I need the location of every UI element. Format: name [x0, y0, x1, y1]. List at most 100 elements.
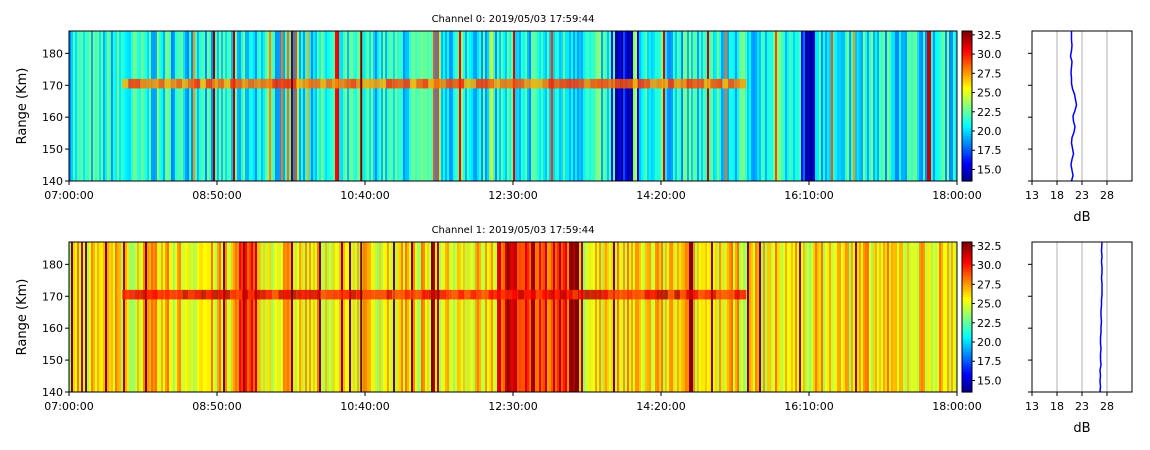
colorbar-frame — [961, 241, 973, 393]
echo-layer-segment — [530, 289, 537, 300]
echo-layer-segment — [620, 289, 627, 300]
colorbar-segment — [962, 319, 972, 323]
echo-layer-segment — [302, 289, 309, 300]
heatmap-column — [303, 31, 305, 181]
echo-layer-segment — [362, 78, 369, 89]
heatmap-column — [321, 31, 323, 181]
echo-layer-segment — [152, 78, 159, 89]
heatmap-column — [223, 31, 225, 181]
heatmap-column — [823, 31, 825, 181]
heatmap-column — [737, 31, 739, 181]
echo-layer-segment — [416, 78, 423, 89]
heatmap-column — [339, 31, 341, 181]
heatmap-column — [725, 242, 727, 392]
heatmap-column — [447, 242, 449, 392]
heatmap-column — [871, 242, 873, 392]
heatmap-column — [869, 242, 871, 392]
echo-layer-segment — [446, 289, 453, 300]
heatmap-column — [721, 242, 723, 392]
heatmap-column — [841, 242, 843, 392]
echo-layer-segment — [704, 289, 711, 300]
y-tick-label: 160 — [42, 111, 63, 124]
heatmap-column — [699, 31, 701, 181]
heatmap-column — [109, 242, 111, 392]
heatmap-column — [595, 242, 597, 392]
heatmap-column — [399, 242, 401, 392]
echo-layer-segment — [506, 289, 513, 300]
heatmap-column — [241, 31, 243, 181]
heatmap-column — [503, 31, 505, 181]
colorbar-segment — [962, 101, 972, 105]
heatmap-column — [565, 242, 567, 392]
heatmap-column — [509, 242, 511, 392]
heatmap-column — [595, 31, 597, 181]
heatmap-column — [551, 31, 553, 181]
colorbar-segment — [962, 269, 972, 273]
heatmap-column — [327, 31, 329, 181]
colorbar-segment — [962, 58, 972, 62]
heatmap-column — [759, 242, 761, 392]
heatmap-column — [955, 242, 957, 392]
echo-layer-segment — [380, 78, 387, 89]
heatmap-column — [145, 242, 147, 392]
heatmap-column — [587, 242, 589, 392]
colorbar-segment — [962, 277, 972, 281]
heatmap-column — [907, 31, 909, 181]
echo-layer-segment — [470, 78, 477, 89]
heatmap-column — [511, 242, 513, 392]
heatmap-column — [713, 242, 715, 392]
heatmap-column — [755, 242, 757, 392]
heatmap-column — [337, 242, 339, 392]
heatmap-column — [433, 242, 435, 392]
heatmap-column — [765, 242, 767, 392]
heatmap-column — [887, 242, 889, 392]
heatmap-column — [953, 242, 955, 392]
heatmap-column — [739, 242, 741, 392]
echo-layer-segment — [554, 78, 561, 89]
heatmap-column — [687, 242, 689, 392]
heatmap-column — [599, 31, 601, 181]
heatmap-column — [813, 242, 815, 392]
heatmap-column — [231, 31, 233, 181]
colorbar-segment — [962, 168, 972, 172]
heatmap-column — [751, 31, 753, 181]
echo-layer-segment — [464, 78, 471, 89]
colorbar-segment — [962, 176, 972, 180]
heatmap-column — [877, 31, 879, 181]
profile-line — [1069, 31, 1078, 182]
heatmap-column — [923, 31, 925, 181]
heatmap-column — [603, 31, 605, 181]
heatmap-column — [341, 31, 343, 181]
heatmap-column — [919, 31, 921, 181]
heatmap-column — [569, 31, 571, 181]
heatmap-column — [417, 31, 419, 181]
heatmap-column — [457, 31, 459, 181]
heatmap-column — [773, 242, 775, 392]
heatmap-column — [827, 242, 829, 392]
heatmap-column — [919, 242, 921, 392]
heatmap-column — [245, 242, 247, 392]
heatmap-column — [95, 31, 97, 181]
heatmap-column — [909, 242, 911, 392]
heatmap-column — [479, 31, 481, 181]
heatmap-column — [753, 242, 755, 392]
heatmap-column — [531, 242, 533, 392]
echo-layer-segment — [518, 78, 525, 89]
heatmap-column — [863, 242, 865, 392]
y-tick-label: 140 — [42, 175, 63, 188]
heatmap-column — [699, 242, 701, 392]
heatmap-column — [87, 31, 89, 181]
heatmap-column — [455, 31, 457, 181]
echo-layer-segment — [644, 78, 651, 89]
heatmap-column — [323, 31, 325, 181]
heatmap-column — [925, 31, 927, 181]
heatmap-column — [315, 31, 317, 181]
echo-layer-segment — [734, 78, 741, 89]
profile-x-tick-label: 18 — [1050, 189, 1064, 202]
heatmap-column — [81, 242, 83, 392]
colorbar-segment — [962, 369, 972, 373]
heatmap-column — [459, 242, 461, 392]
heatmap-column — [885, 242, 887, 392]
heatmap-column — [823, 242, 825, 392]
heatmap-column — [911, 31, 913, 181]
